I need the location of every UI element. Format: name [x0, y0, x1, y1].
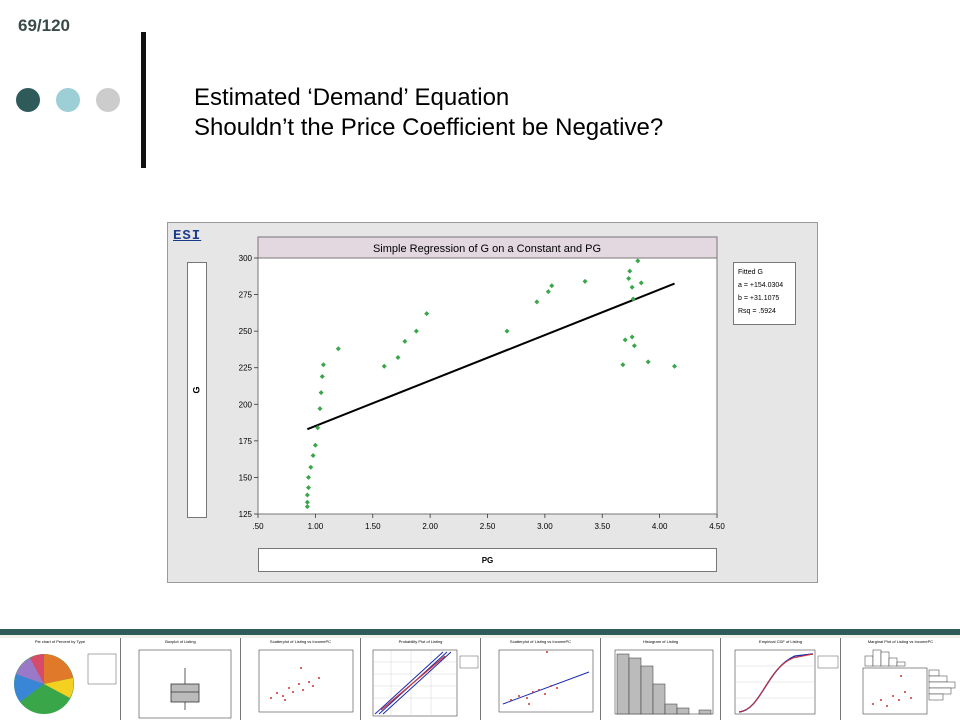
- thumbnail-cdf-graphic: [734, 649, 839, 715]
- data-point: [305, 485, 311, 491]
- fitted-regression-line: [306, 282, 675, 431]
- decor-dot-gray: [96, 88, 120, 112]
- data-point: [630, 296, 636, 302]
- thumbnail-scatter-graphic: [258, 649, 354, 713]
- data-point: [582, 278, 588, 284]
- footer-divider-bar: [0, 629, 960, 635]
- thumbnail-title: Boxplot of Listing: [165, 639, 196, 644]
- data-point: [549, 283, 555, 289]
- x-tick-label: 3.50: [594, 522, 610, 531]
- data-point: [304, 492, 310, 498]
- chart-title: Simple Regression of G on a Constant and…: [373, 243, 601, 255]
- thumbnail-title: Marginal Plot of Listing vs IncomePC: [867, 639, 934, 644]
- x-tick-label: 4.00: [652, 522, 668, 531]
- data-point: [402, 338, 408, 344]
- data-point: [631, 343, 637, 349]
- data-point: [413, 328, 419, 334]
- thumbnail-scatterfit-graphic: [498, 649, 594, 713]
- thumbnail-pie-graphic: [14, 653, 117, 714]
- thumbnail-title: Probability Plot of Listing: [398, 639, 443, 644]
- data-point: [395, 354, 401, 360]
- thumbnail-prob-graphic: [372, 649, 479, 717]
- thumbnail-title: Empirical CDF of Listing: [759, 639, 802, 644]
- y-tick-label: 125: [239, 510, 253, 519]
- x-tick-label: 2.50: [480, 522, 496, 531]
- data-point: [620, 362, 626, 368]
- legend-slope: b = +31.1075: [738, 295, 780, 302]
- y-tick-label: 175: [239, 437, 253, 446]
- data-point: [308, 464, 314, 470]
- y-axis-label-box: [187, 262, 207, 518]
- x-tick-label: 1.50: [365, 522, 381, 531]
- data-point: [310, 452, 316, 458]
- data-point: [626, 275, 632, 281]
- decor-dot-dark: [16, 88, 40, 112]
- thumbnail-cdf: Empirical CDF of Listing: [721, 638, 841, 720]
- data-point: [381, 363, 387, 369]
- data-point: [622, 337, 628, 343]
- data-point: [315, 425, 321, 431]
- thumbnail-title: Pie chart of Percent by Type: [34, 639, 86, 644]
- y-tick-label: 250: [239, 327, 253, 336]
- thumbnail-title: Histogram of Listing: [642, 639, 679, 644]
- data-point: [424, 311, 430, 317]
- thumbnail-marginal-plot: Marginal Plot of Listing vs IncomePC: [841, 638, 960, 720]
- data-point: [629, 334, 635, 340]
- thumbnail-boxplot-graphic: [138, 649, 232, 719]
- slide-title-line2: Shouldn’t the Price Coefficient be Negat…: [194, 114, 664, 141]
- y-tick-label: 225: [239, 364, 253, 373]
- data-point: [504, 328, 510, 334]
- legend-rsq: Rsq = .5924: [738, 308, 776, 315]
- y-tick-label: 150: [239, 473, 253, 482]
- data-point: [672, 363, 678, 369]
- data-point: [534, 299, 540, 305]
- data-point: [320, 362, 326, 368]
- y-tick-label: 300: [239, 254, 253, 263]
- x-tick-label: .50: [252, 522, 264, 531]
- x-tick-label: 2.00: [422, 522, 438, 531]
- data-point: [318, 390, 324, 396]
- legend-box: Fitted G a = +154.0304 b = +31.1075 Rsq …: [733, 262, 796, 325]
- data-point: [645, 359, 651, 365]
- data-point: [545, 289, 551, 295]
- slide-title-line1: Estimated ‘Demand’ Equation: [194, 84, 510, 111]
- thumbnail-scatterplot: Scatterplot of Listing vs IncomePC: [241, 638, 361, 720]
- thumbnail-title: Scatterplot of Listing vs IncomePC: [269, 639, 332, 644]
- legend-title: Fitted G: [738, 269, 763, 276]
- plot-area: [257, 257, 718, 515]
- y-tick-label: 275: [239, 291, 253, 300]
- data-point: [312, 442, 318, 448]
- data-point: [335, 346, 341, 352]
- thumbnail-pie-chart: Pie chart of Percent by Type: [0, 638, 121, 720]
- data-point: [627, 268, 633, 274]
- vertical-divider: [141, 32, 146, 168]
- y-tick-label: 200: [239, 400, 253, 409]
- thumbnail-title: Scatterplot of Listing vs IncomePC: [509, 639, 572, 644]
- data-point: [319, 373, 325, 379]
- data-point: [317, 406, 323, 412]
- decor-dot-teal: [56, 88, 80, 112]
- page-number: 69/120: [18, 16, 70, 35]
- x-axis-label-box: PG: [258, 548, 717, 572]
- x-tick-label: 1.00: [308, 522, 324, 531]
- thumbnail-histogram: Histogram of Listing: [601, 638, 721, 720]
- data-point: [304, 504, 310, 510]
- data-point: [305, 474, 311, 480]
- legend-intercept: a = +154.0304: [738, 282, 784, 289]
- data-point: [635, 258, 641, 264]
- esi-logo: ESI: [173, 228, 202, 244]
- data-point: [638, 280, 644, 286]
- thumbnail-scatter-fit: Scatterplot of Listing vs IncomePC: [481, 638, 601, 720]
- thumbnail-hist-graphic: [614, 649, 714, 715]
- thumbnail-probability-plot: Probability Plot of Listing: [361, 638, 481, 720]
- regression-chart: Simple Regression of G on a Constant and…: [239, 236, 725, 531]
- data-point: [629, 284, 635, 290]
- x-tick-label: 4.50: [709, 522, 725, 531]
- thumbnail-boxplot: Boxplot of Listing: [121, 638, 241, 720]
- data-point: [304, 499, 310, 505]
- x-axis-label: PG: [481, 555, 494, 565]
- x-tick-label: 3.00: [537, 522, 553, 531]
- thumbnail-marginal-graphic: [862, 649, 956, 715]
